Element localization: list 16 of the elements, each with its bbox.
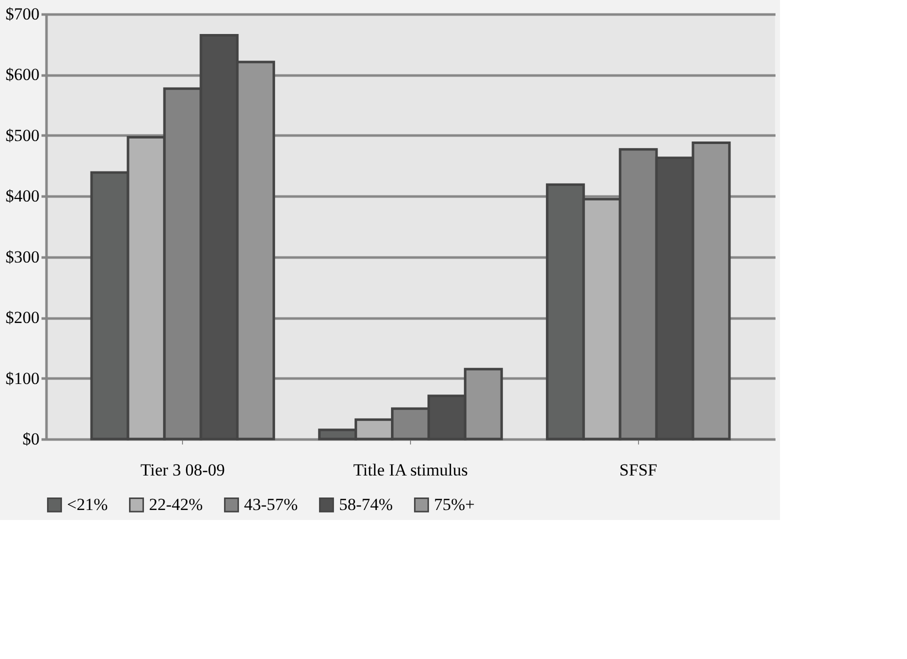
legend-label: 43-57%	[244, 494, 298, 514]
legend-label: 58-74%	[339, 494, 393, 514]
x-tick-label: Tier 3 08-09	[140, 460, 225, 480]
x-tick-label: Title IA stimulus	[353, 460, 468, 480]
y-tick-label: $200	[6, 308, 40, 328]
y-tick-label: $0	[22, 430, 40, 448]
y-tick-label: $100	[6, 368, 40, 388]
legend-label: <21%	[67, 494, 108, 514]
x-tick-label: SFSF	[619, 460, 658, 480]
y-tick-label: $600	[6, 65, 40, 84]
y-tick-label: $500	[6, 126, 40, 145]
legend-label: 22-42%	[149, 494, 203, 514]
y-tick-label: $300	[6, 247, 40, 266]
y-tick-label: $700	[6, 4, 40, 24]
y-tick-label: $400	[6, 186, 40, 206]
legend-label: 75%+	[434, 494, 475, 514]
